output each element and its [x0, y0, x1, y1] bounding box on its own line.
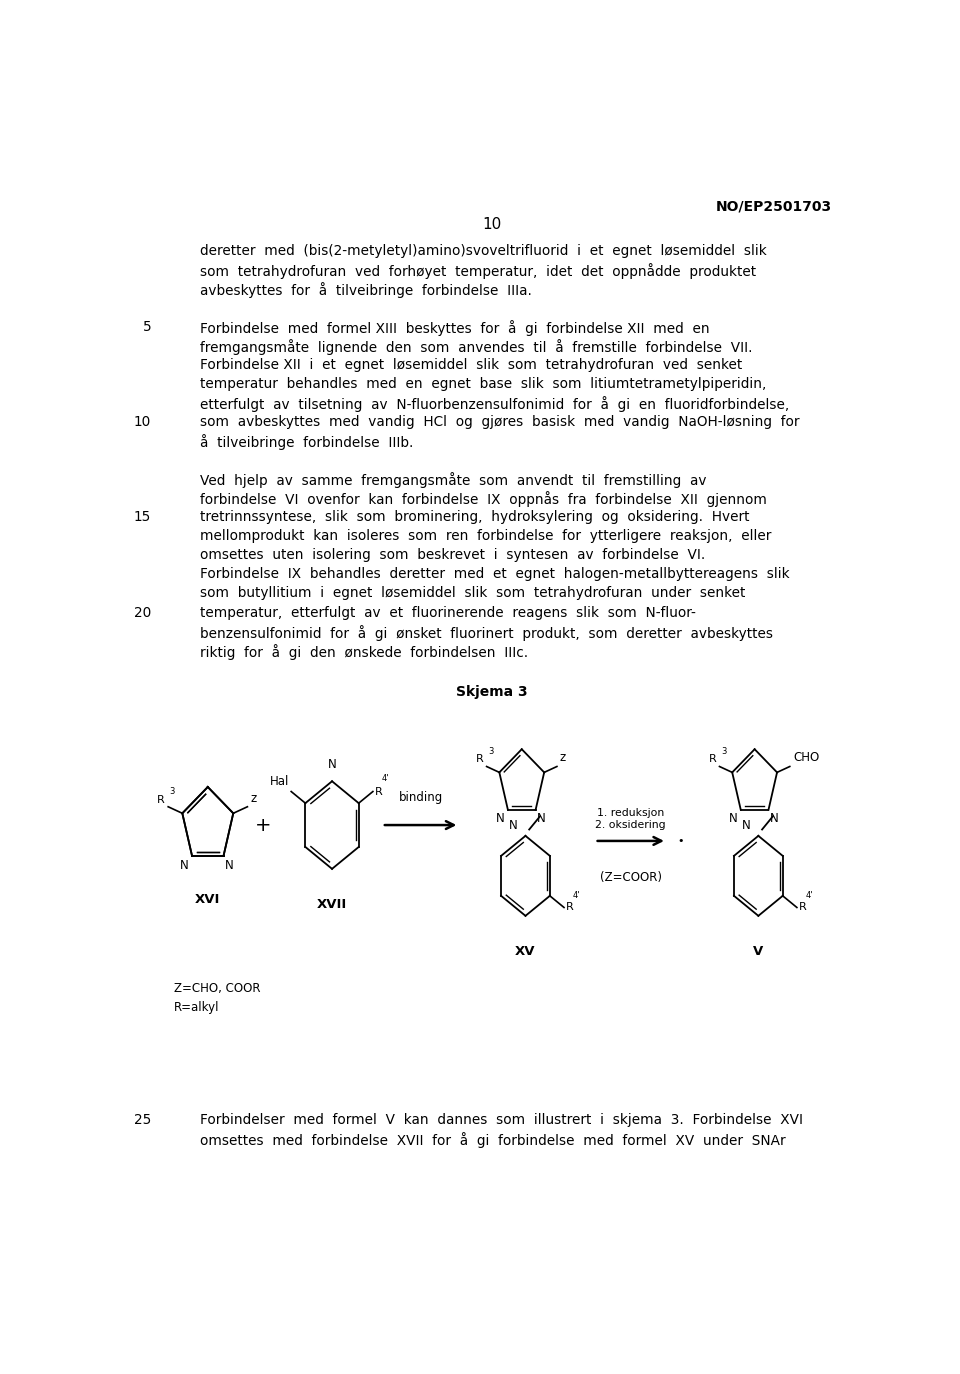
- Text: omsettes  med  forbindelse  XVII  for  å  gi  forbindelse  med  formel  XV  unde: omsettes med forbindelse XVII for å gi f…: [201, 1132, 786, 1149]
- Text: å  tilveibringe  forbindelse  IIIb.: å tilveibringe forbindelse IIIb.: [201, 434, 414, 451]
- Text: 4': 4': [573, 892, 581, 900]
- Text: 10: 10: [482, 217, 502, 232]
- Text: R: R: [566, 903, 574, 912]
- Text: N: N: [729, 812, 738, 824]
- Text: benzensulfonimid  for  å  gi  ønsket  fluorinert  produkt,  som  deretter  avbes: benzensulfonimid for å gi ønsket fluorin…: [201, 625, 774, 640]
- Text: N: N: [510, 819, 518, 831]
- Text: N: N: [180, 859, 189, 872]
- Text: Z=CHO, COOR: Z=CHO, COOR: [174, 981, 260, 995]
- Text: Forbindelse XII  i  et  egnet  løsemiddel  slik  som  tetrahydrofuran  ved  senk: Forbindelse XII i et egnet løsemiddel sl…: [201, 359, 743, 372]
- Text: R: R: [799, 903, 806, 912]
- Text: N: N: [496, 812, 505, 824]
- Text: XVI: XVI: [195, 893, 221, 905]
- Text: 1. reduksjon: 1. reduksjon: [597, 808, 664, 818]
- Text: N: N: [327, 757, 336, 771]
- Text: NO/EP2501703: NO/EP2501703: [716, 199, 832, 213]
- Text: R: R: [375, 786, 383, 797]
- Text: •: •: [677, 835, 684, 846]
- Text: som  tetrahydrofuran  ved  forhøyet  temperatur,  idet  det  oppnådde  produktet: som tetrahydrofuran ved forhøyet tempera…: [201, 262, 756, 279]
- Text: Ved  hjelp  av  samme  fremgangsmåte  som  anvendt  til  fremstilling  av: Ved hjelp av samme fremgangsmåte som anv…: [201, 473, 707, 488]
- Text: N: N: [537, 812, 546, 824]
- Text: forbindelse  VI  ovenfor  kan  forbindelse  IX  oppnås  fra  forbindelse  XII  g: forbindelse VI ovenfor kan forbindelse I…: [201, 492, 767, 507]
- Text: +: +: [255, 816, 272, 834]
- Text: 2. oksidering: 2. oksidering: [595, 820, 666, 830]
- Text: fremgangsmåte  lignende  den  som  anvendes  til  å  fremstille  forbindelse  VI: fremgangsmåte lignende den som anvendes …: [201, 339, 753, 354]
- Text: 25: 25: [133, 1113, 152, 1127]
- Text: 5: 5: [142, 320, 152, 334]
- Text: XV: XV: [516, 945, 536, 959]
- Text: R: R: [156, 794, 164, 805]
- Text: N: N: [742, 819, 751, 831]
- Text: 4': 4': [382, 774, 390, 783]
- Text: R: R: [708, 754, 716, 764]
- Text: temperatur,  etterfulgt  av  et  fluorinerende  reagens  slik  som  N-fluor-: temperatur, etterfulgt av et fluorineren…: [201, 606, 696, 620]
- Text: 20: 20: [134, 606, 152, 620]
- Text: Forbindelser  med  formel  V  kan  dannes  som  illustrert  i  skjema  3.  Forbi: Forbindelser med formel V kan dannes som…: [201, 1113, 804, 1127]
- Text: som  butyllitium  i  egnet  løsemiddel  slik  som  tetrahydrofuran  under  senke: som butyllitium i egnet løsemiddel slik …: [201, 587, 746, 600]
- Text: Forbindelse  med  formel XIII  beskyttes  for  å  gi  forbindelse XII  med  en: Forbindelse med formel XIII beskyttes fo…: [201, 320, 710, 335]
- Text: 3: 3: [488, 747, 493, 756]
- Text: 4': 4': [805, 892, 813, 900]
- Text: som  avbeskyttes  med  vandig  HCl  og  gjøres  basisk  med  vandig  NaOH-løsnin: som avbeskyttes med vandig HCl og gjøres…: [201, 415, 800, 429]
- Text: 10: 10: [134, 415, 152, 429]
- Text: V: V: [754, 945, 763, 959]
- Text: 15: 15: [133, 510, 152, 525]
- Text: Hal: Hal: [270, 775, 289, 789]
- Text: riktig  for  å  gi  den  ønskede  forbindelsen  IIIc.: riktig for å gi den ønskede forbindelsen…: [201, 643, 528, 660]
- Text: binding: binding: [398, 791, 443, 804]
- Text: deretter  med  (bis(2-metyletyl)amino)svoveltrifluorid  i  et  egnet  løsemiddel: deretter med (bis(2-metyletyl)amino)svov…: [201, 243, 767, 258]
- Text: etterfulgt  av  tilsetning  av  N-fluorbenzensulfonimid  for  å  gi  en  fluorid: etterfulgt av tilsetning av N-fluorbenze…: [201, 396, 790, 412]
- Text: Skjema 3: Skjema 3: [456, 686, 528, 699]
- Text: omsettes  uten  isolering  som  beskrevet  i  syntesen  av  forbindelse  VI.: omsettes uten isolering som beskrevet i …: [201, 548, 706, 562]
- Text: tretrinnssyntese,  slik  som  brominering,  hydroksylering  og  oksidering.  Hve: tretrinnssyntese, slik som brominering, …: [201, 510, 750, 525]
- Text: CHO: CHO: [794, 752, 820, 764]
- Text: Forbindelse  IX  behandles  deretter  med  et  egnet  halogen-metallbyttereagens: Forbindelse IX behandles deretter med et…: [201, 567, 790, 581]
- Text: z: z: [251, 791, 256, 805]
- Text: temperatur  behandles  med  en  egnet  base  slik  som  litiumtetrametylpiperidi: temperatur behandles med en egnet base s…: [201, 376, 767, 392]
- Text: z: z: [560, 752, 566, 764]
- Text: 3: 3: [721, 747, 727, 756]
- Text: N: N: [770, 812, 779, 824]
- Text: N: N: [225, 859, 234, 872]
- Text: R: R: [476, 754, 484, 764]
- Text: (Z=COOR): (Z=COOR): [600, 871, 661, 883]
- Text: 3: 3: [169, 787, 175, 796]
- Text: avbeskyttes  for  å  tilveibringe  forbindelse  IIIa.: avbeskyttes for å tilveibringe forbindel…: [201, 282, 532, 298]
- Text: R=alkyl: R=alkyl: [174, 1000, 219, 1014]
- Text: XVII: XVII: [317, 899, 348, 911]
- Text: mellomprodukt  kan  isoleres  som  ren  forbindelse  for  ytterligere  reaksjon,: mellomprodukt kan isoleres som ren forbi…: [201, 529, 772, 543]
